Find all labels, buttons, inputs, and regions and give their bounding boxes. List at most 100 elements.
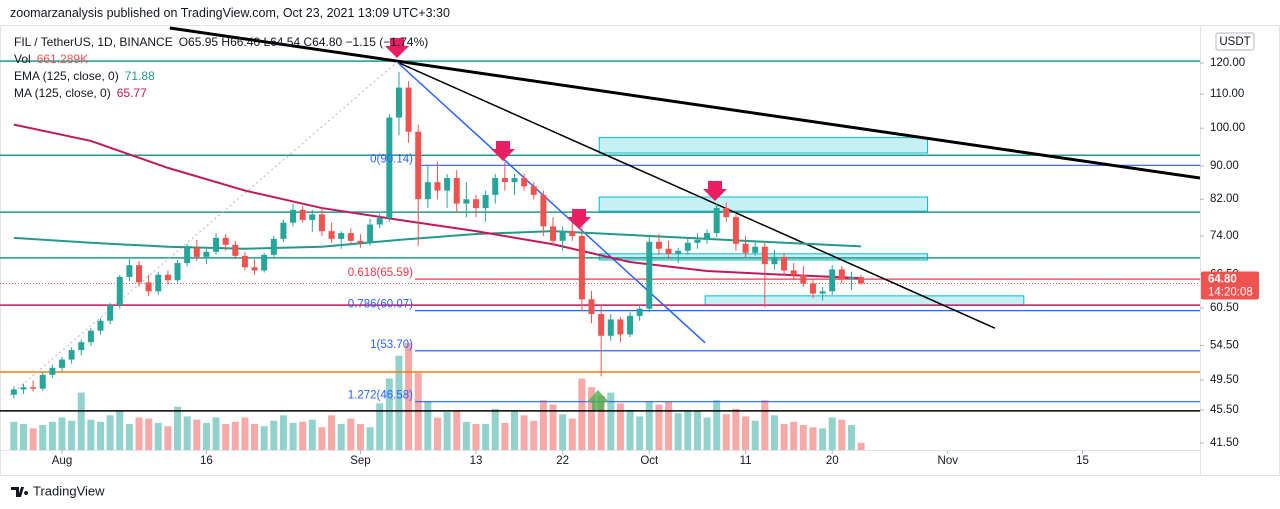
volume-bar <box>472 424 480 450</box>
candle-body <box>742 243 749 253</box>
x-tick-label: 20 <box>826 455 839 467</box>
x-tick-label: 15 <box>1076 455 1089 467</box>
volume-bar <box>501 422 509 450</box>
candle-body <box>559 231 566 241</box>
candle-body <box>588 299 595 315</box>
candle-body <box>636 308 643 316</box>
candle-body <box>501 178 508 183</box>
volume-bar <box>482 424 490 450</box>
volume-bar <box>578 378 586 450</box>
fib-label: 0.618(65.59) <box>348 267 413 279</box>
volume-bar <box>164 426 172 450</box>
y-tick-label: 110.00 <box>1210 88 1244 100</box>
candle-body <box>30 387 37 389</box>
candle-body <box>800 274 807 284</box>
volume-bar <box>87 419 95 450</box>
trendline <box>169 26 1200 180</box>
y-tick-label: 45.50 <box>1210 404 1239 416</box>
volume-bar <box>337 424 345 450</box>
candle-body <box>261 254 268 271</box>
candle-body <box>395 87 402 118</box>
candle-body <box>78 342 85 351</box>
down-arrow <box>703 181 727 201</box>
candle-body <box>318 214 325 232</box>
candle-body <box>20 387 27 390</box>
moving-average <box>13 230 862 250</box>
candle-body <box>357 240 364 243</box>
volume-bar <box>559 414 567 450</box>
volume-bar <box>376 403 384 450</box>
volume-bar <box>231 421 239 450</box>
candle-body <box>665 248 672 254</box>
volume-bar <box>174 406 182 450</box>
volume-bar <box>68 420 76 450</box>
down-arrow <box>567 209 591 229</box>
candle-body <box>675 250 682 254</box>
trendline <box>396 61 996 329</box>
volume-bar <box>597 395 605 450</box>
trendline <box>9 61 398 396</box>
volume-bar <box>462 421 470 450</box>
x-tick-label: Sep <box>350 455 370 467</box>
legend-symbol: FIL / TetherUS, 1D, BINANCE <box>14 35 173 49</box>
volume-bar <box>626 409 634 450</box>
volume-bar <box>395 355 403 450</box>
fib-label: 0.786(60.07) <box>348 299 413 311</box>
volume-bar <box>405 342 413 450</box>
candle-body <box>463 199 470 204</box>
volume-bar <box>241 417 249 450</box>
candle-body <box>155 274 162 292</box>
candle-body <box>482 194 489 209</box>
x-tick-label: 11 <box>740 455 752 467</box>
volume-bar <box>770 415 778 450</box>
x-tick-label: Oct <box>640 455 659 467</box>
candle-body <box>174 263 181 281</box>
candle-body <box>761 246 768 265</box>
volume-bar <box>780 424 788 450</box>
candle-body <box>68 350 75 360</box>
volume-bar <box>539 400 547 450</box>
volume-bar <box>318 427 326 450</box>
x-tick-label: 16 <box>200 455 213 467</box>
volume-bar <box>742 416 750 450</box>
volume-bar <box>289 422 297 450</box>
volume-bar <box>684 411 692 450</box>
candle-body <box>732 217 739 244</box>
volume-bar <box>828 417 836 450</box>
y-tick-label: 90.00 <box>1210 160 1239 172</box>
volume-bar <box>693 411 701 450</box>
volume-bar <box>77 392 85 450</box>
candle-body <box>578 235 585 300</box>
candle-body <box>136 265 143 283</box>
candle-body <box>569 231 576 236</box>
volume-bar <box>510 411 518 450</box>
moving-average <box>13 123 862 280</box>
footer-logo <box>11 487 29 497</box>
trendline <box>396 61 706 344</box>
candle-body <box>97 320 104 331</box>
candle-body <box>655 241 662 249</box>
volume-bar <box>674 413 682 450</box>
volume-bar <box>260 426 268 450</box>
volume-bar <box>799 425 807 450</box>
volume-bar <box>125 424 133 450</box>
currency-box[interactable] <box>1215 32 1255 51</box>
candle-body <box>116 276 123 306</box>
volume-bar <box>366 427 374 450</box>
y-tick-label: 49.50 <box>1210 374 1239 386</box>
y-tick-label: 54.50 <box>1210 340 1239 352</box>
volume-bar <box>443 412 451 450</box>
candle-body <box>819 291 826 294</box>
volume-bar <box>299 421 307 450</box>
volume-bar <box>97 421 105 450</box>
legend-row: Vol 661.289K <box>14 52 94 66</box>
candle-body <box>232 244 239 256</box>
candle-body <box>511 178 518 183</box>
candle-body <box>193 247 200 257</box>
volume-bar <box>424 401 432 450</box>
frame <box>0 25 1280 476</box>
volume-bar <box>58 417 66 450</box>
price-tag <box>1201 271 1259 300</box>
volume-bar <box>607 392 615 450</box>
